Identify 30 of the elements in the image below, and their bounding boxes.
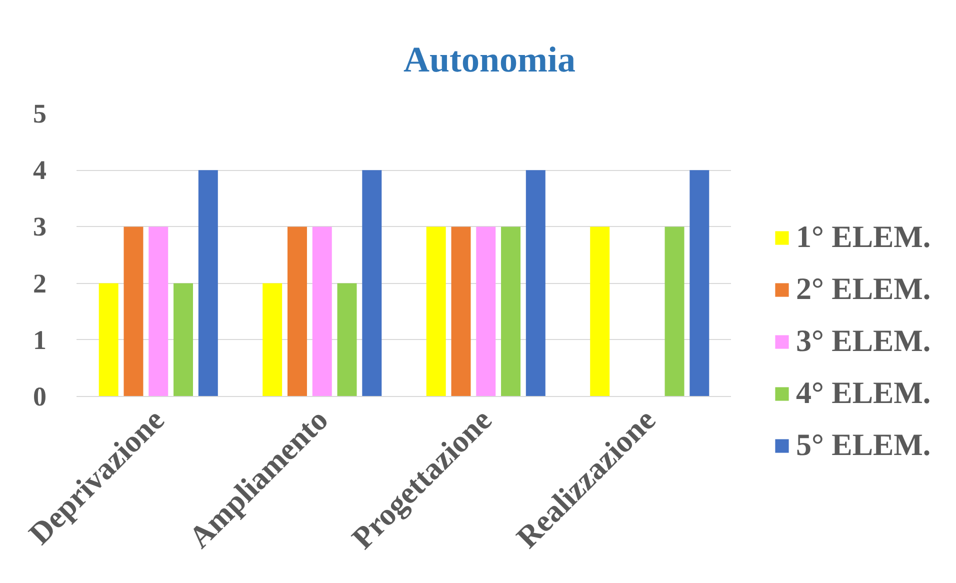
legend-label: 3° ELEM. — [796, 323, 931, 359]
bar — [501, 226, 521, 396]
y-tick-label: 2 — [33, 268, 46, 298]
y-tick-label: 3 — [33, 212, 46, 242]
legend-label: 1° ELEM. — [796, 219, 931, 255]
bar — [664, 226, 684, 396]
bar — [98, 283, 118, 396]
legend-label: 2° ELEM. — [796, 271, 931, 307]
y-tick-label: 0 — [33, 382, 46, 412]
bar — [148, 226, 168, 396]
bar — [526, 170, 546, 396]
bar — [312, 226, 332, 396]
bar — [174, 283, 194, 396]
legend-label: 4° ELEM. — [796, 375, 931, 411]
y-tick-label: 5 — [33, 98, 46, 128]
legend-label: 5° ELEM. — [796, 427, 931, 463]
y-tick-label: 1 — [33, 324, 46, 355]
bar — [124, 226, 144, 396]
bar — [337, 283, 357, 396]
y-tick-label: 4 — [33, 155, 46, 186]
bar — [451, 226, 471, 396]
bar — [198, 170, 218, 396]
bar — [287, 226, 307, 396]
bar — [426, 226, 446, 396]
bar — [262, 283, 282, 396]
chart-title: Autonomia — [404, 40, 576, 80]
bar — [362, 170, 382, 396]
bar — [476, 226, 496, 396]
bar — [690, 170, 710, 396]
bar — [590, 226, 610, 396]
